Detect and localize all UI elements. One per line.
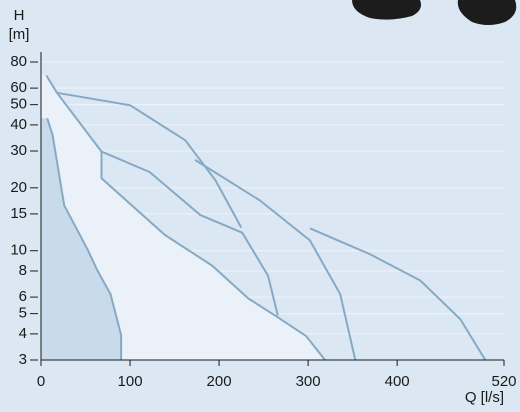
x-axis-label: Q [l/s] (465, 389, 504, 406)
y-tick-label: 80 (10, 53, 27, 70)
y-tick-label: 5 (19, 305, 27, 322)
x-tick-label: 520 (491, 373, 516, 390)
pump-images (352, 0, 517, 25)
y-tick-label: 8 (19, 262, 27, 279)
curve (56, 91, 243, 229)
y-tick-label: 15 (10, 205, 27, 222)
curve (194, 159, 357, 361)
y-tick-label: 40 (10, 116, 27, 133)
curve (309, 227, 487, 361)
curve (46, 117, 123, 360)
curve (101, 150, 279, 316)
y-axis-unit: [m] (9, 26, 30, 43)
x-tick-label: 400 (385, 373, 410, 390)
curve (45, 74, 326, 361)
y-tick-label: 3 (19, 351, 27, 368)
y-tick-label: 6 (19, 288, 27, 305)
y-tick-label: 10 (10, 242, 27, 259)
x-tick-label: 200 (207, 373, 232, 390)
area (41, 75, 325, 361)
y-tick-label: 30 (10, 142, 27, 159)
x-tick-label: 100 (118, 373, 143, 390)
y-tick-label: 20 (10, 179, 27, 196)
x-tick-label: 0 (37, 373, 45, 390)
y-tick-label: 50 (10, 96, 27, 113)
y-tick-label: 4 (19, 325, 27, 342)
y-tick-label: 60 (10, 79, 27, 96)
y-axis-label: H (14, 7, 25, 24)
x-tick-label: 300 (296, 373, 321, 390)
